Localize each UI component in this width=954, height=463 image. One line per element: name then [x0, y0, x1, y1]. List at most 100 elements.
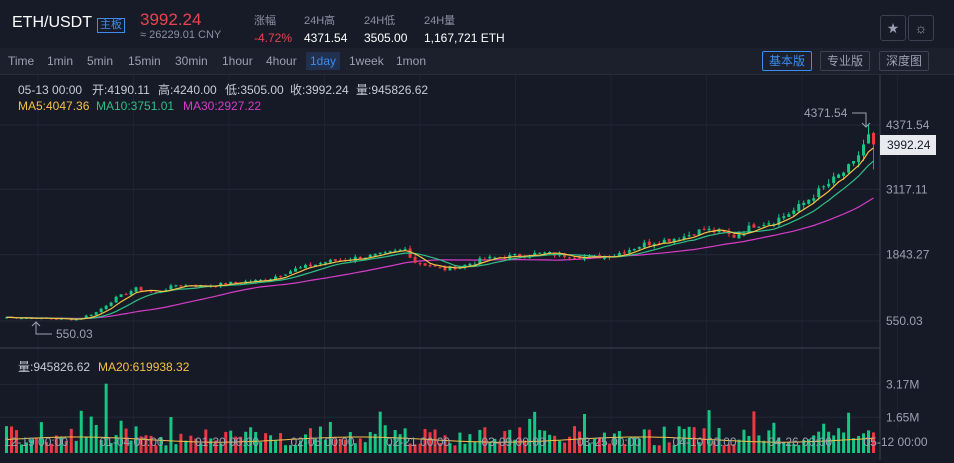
volume-bar — [313, 439, 317, 453]
volume-bar — [827, 431, 831, 453]
volume-bar — [14, 430, 18, 453]
candle-body — [303, 264, 307, 269]
volume-bar — [373, 433, 377, 453]
pair-name[interactable]: ETH/USDT — [12, 14, 92, 31]
volume-bar — [89, 416, 93, 453]
star-icon[interactable]: ★ — [880, 15, 906, 41]
view-depth-button[interactable]: 深度图 — [879, 51, 930, 71]
volume-bar — [732, 444, 736, 453]
time-tick-label: 03-09 00:00 — [482, 435, 546, 449]
volume-bar — [587, 443, 591, 453]
volume-bar — [413, 444, 417, 453]
high-label: 24H高 — [304, 15, 336, 27]
tab-15min[interactable]: 15min — [128, 54, 161, 68]
volume-bar — [483, 427, 487, 453]
candle-body — [817, 188, 821, 197]
tab-1hour[interactable]: 1hour — [222, 54, 253, 68]
volume-bar — [707, 410, 711, 453]
candle-body — [807, 199, 811, 204]
volume-bar — [657, 445, 661, 453]
volume-bar — [353, 443, 357, 453]
candle-body — [762, 225, 766, 227]
tab-1day[interactable]: 1day — [306, 52, 341, 70]
volume-bar — [69, 428, 73, 453]
volume-bar — [842, 432, 846, 453]
tab-1mon[interactable]: 1mon — [396, 54, 427, 68]
candle-body — [94, 312, 98, 315]
tab-time[interactable]: Time — [8, 54, 35, 68]
volume-bar — [578, 431, 582, 453]
kline-chart[interactable]: 05-13 00:00 开:4190.11 高:4240.00 低:3505.0… — [0, 75, 954, 460]
board-badge: 主板 — [97, 18, 125, 33]
volume-bar — [772, 422, 776, 453]
volume-bar — [194, 438, 198, 453]
volume-label: 24H量 — [424, 15, 456, 27]
candle-body — [403, 248, 407, 250]
candle-body — [333, 259, 337, 261]
volume-bar — [74, 440, 78, 453]
volume-bar — [164, 445, 168, 453]
candle-body — [54, 318, 58, 320]
candle-body — [697, 229, 701, 236]
tab-5min[interactable]: 5min — [87, 54, 114, 68]
volume-bar — [592, 438, 596, 453]
candle-body — [398, 249, 402, 251]
volume-bar — [104, 383, 108, 453]
volume-bar — [393, 430, 397, 453]
candle-body — [717, 229, 721, 233]
volume-bar — [333, 439, 337, 453]
volume-bar — [857, 435, 861, 453]
candle-body — [368, 254, 372, 258]
volume-bar — [632, 437, 636, 453]
chart-area[interactable]: 05-13 00:00 开:4190.11 高:4240.00 低:3505.0… — [0, 75, 954, 460]
candle-body — [767, 223, 771, 225]
volume-bar — [752, 411, 756, 453]
candle-body — [672, 238, 676, 243]
candle-body — [538, 252, 542, 254]
candle-body — [109, 302, 113, 306]
volume-bar — [239, 436, 243, 453]
ma5-path — [6, 147, 874, 320]
volume-bar — [214, 440, 218, 453]
view-basic-button[interactable]: 基本版 — [762, 51, 813, 71]
candle-body — [284, 274, 288, 276]
candle-body — [219, 282, 223, 287]
settings-icon[interactable]: ☼ — [908, 15, 934, 41]
candle-body — [677, 239, 681, 241]
candle-body — [797, 203, 801, 212]
volume-ma20-label: MA20:619938.32 — [98, 360, 190, 374]
view-pro-button[interactable]: 专业版 — [820, 51, 871, 71]
tab-30min[interactable]: 30min — [175, 54, 208, 68]
tab-1week[interactable]: 1week — [349, 54, 384, 68]
candle-body — [533, 253, 537, 256]
volume-bar — [468, 434, 472, 453]
volume-bar — [568, 436, 572, 453]
candle-body — [179, 285, 183, 287]
volume-bar — [747, 435, 751, 453]
tab-4hour[interactable]: 4hour — [266, 54, 297, 68]
volume-bar — [64, 441, 68, 453]
volume-bar — [284, 445, 288, 453]
volume-bar — [847, 412, 851, 453]
volume-bar — [109, 443, 113, 453]
candle-body — [338, 260, 342, 262]
volume-bar — [209, 438, 213, 453]
candle-body — [513, 254, 517, 256]
volume-bar — [139, 436, 143, 453]
volume-bar — [697, 442, 701, 453]
candle-body — [234, 282, 238, 284]
volume-bar — [612, 433, 616, 453]
volume-bar — [807, 439, 811, 453]
candle-body — [682, 236, 686, 240]
price-tick-label: 550.03 — [886, 314, 923, 328]
volume-bar — [692, 427, 696, 453]
time-axis: 12-19 00:00 01-04 00:00 01-20 00:00 02-05 0… — [4, 435, 928, 449]
candle-body — [393, 250, 397, 252]
tab-1min[interactable]: 1min — [47, 54, 74, 68]
volume-bar — [712, 441, 716, 453]
volume-label: 量:945826.62 — [18, 360, 90, 374]
time-tick-label: 04-26 00:00 — [768, 435, 832, 449]
volume-bar — [862, 433, 866, 453]
min-arrow — [31, 321, 52, 335]
candle-body — [857, 155, 861, 163]
